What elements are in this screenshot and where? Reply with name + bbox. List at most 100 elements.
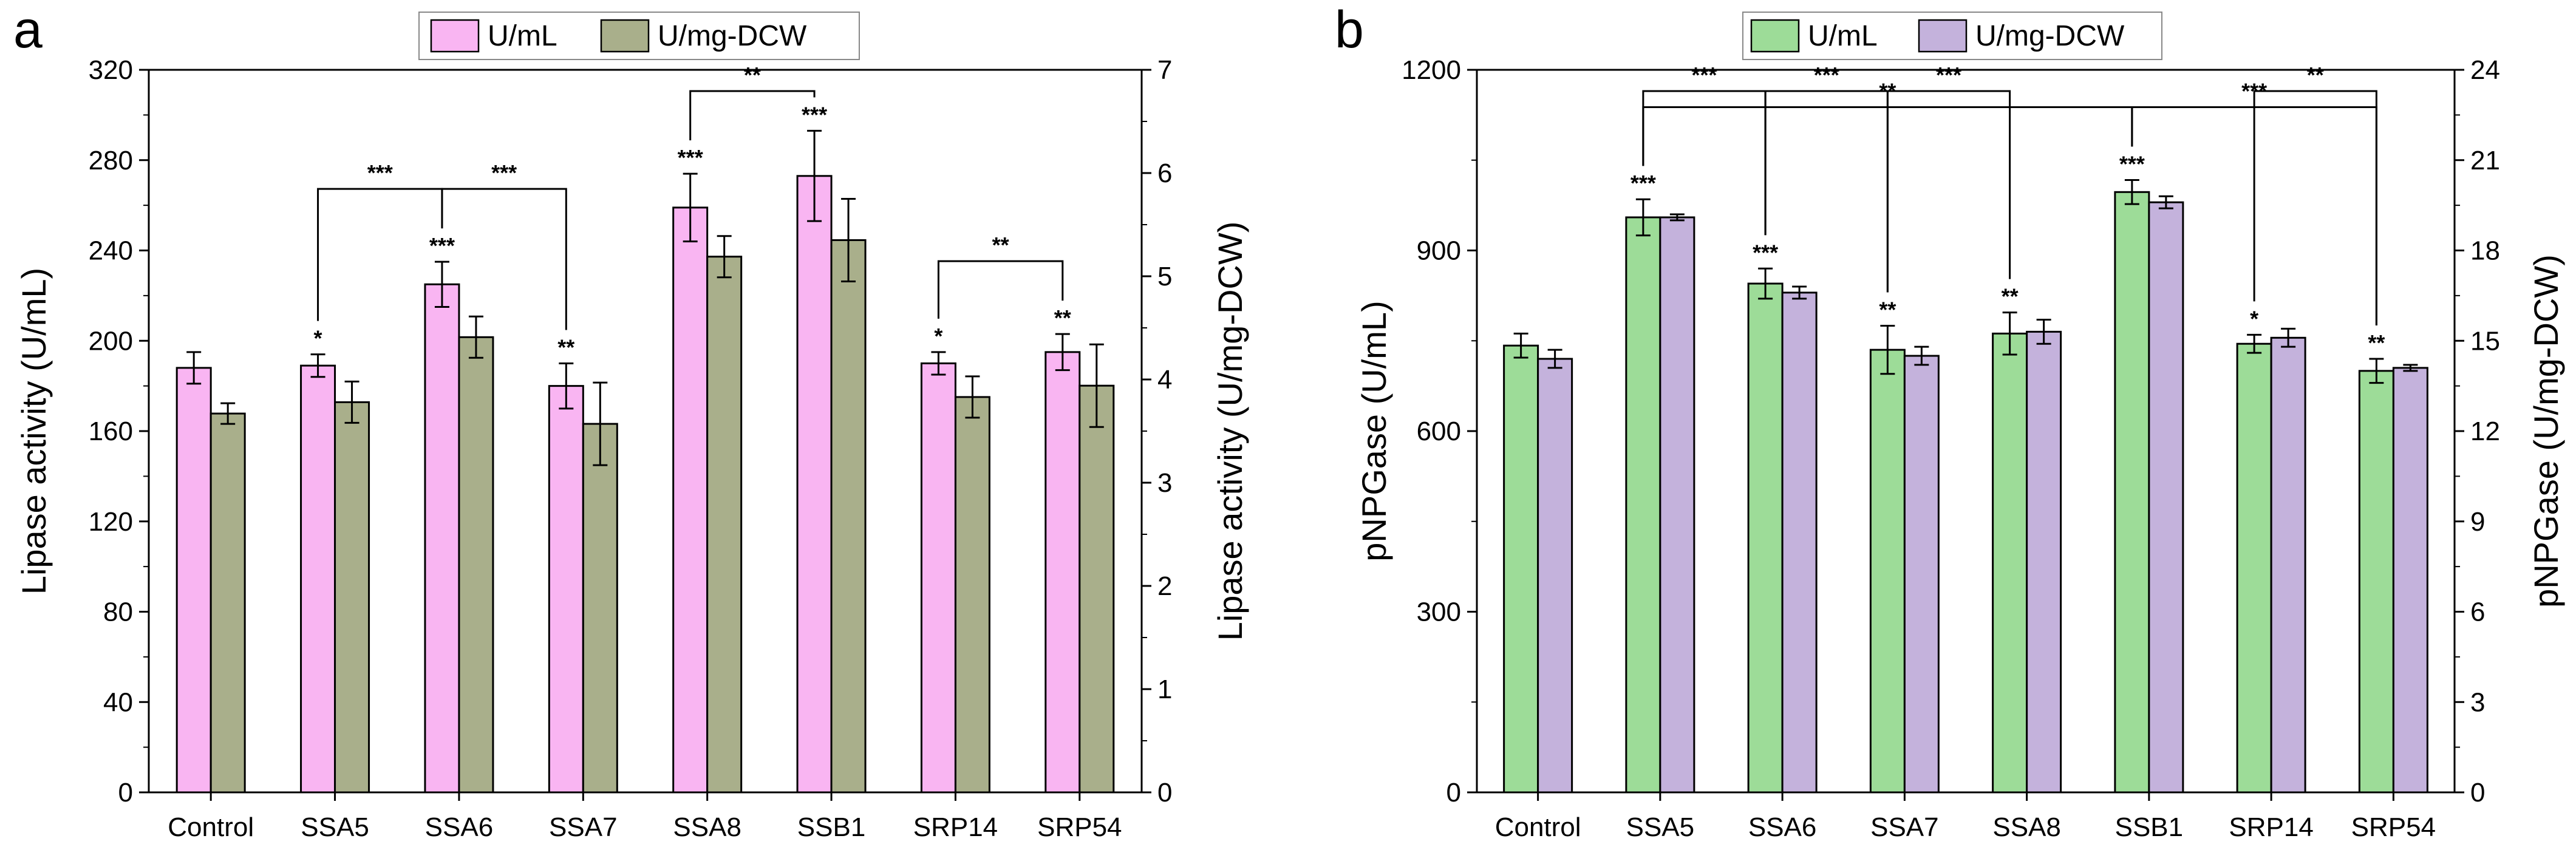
a-bar-u-ml-control	[175, 367, 212, 794]
b-bar-u-mg-dcw-ssa7	[1903, 355, 1940, 794]
a-ytick-label: 240	[89, 236, 133, 266]
panel-a-legend-label-u-ml: U/mL	[488, 20, 557, 52]
panel-b-y2-axis-label: pNPGase (U/mg-DCW)	[2527, 254, 2565, 608]
a-sig-ssb1: ***	[802, 102, 827, 127]
b-y2tick-label: 24	[2470, 55, 2500, 85]
b-bar-u-ml-srp14	[2236, 342, 2272, 794]
b-category-ssb1: SSB1	[2115, 812, 2184, 842]
a-bar-u-mg-dcw-ssb1	[830, 239, 867, 794]
b-bracket-label-ssa6-ssa7: ***	[1814, 63, 1839, 87]
a-bar-u-ml-ssa5	[300, 364, 336, 794]
panel-a-left-axis: 0 40 80 120 160 200 240 280 320	[89, 55, 149, 808]
b-bar-u-ml-ssa8	[1992, 332, 2028, 794]
a-bracket-ssa5-ssa6	[317, 188, 443, 321]
a-bar-u-mg-dcw-srp14	[954, 396, 990, 794]
a-bar-u-ml-srp54	[1044, 351, 1081, 794]
a-y2tick-label: 6	[1157, 158, 1172, 188]
panel-b-y-axis-label: pNPGase (U/mL)	[1355, 301, 1393, 561]
a-category-ssa5: SSA5	[301, 812, 369, 842]
b-bar-u-mg-dcw-ssa6	[1781, 291, 1818, 794]
a-ytick-label: 320	[89, 55, 133, 85]
a-sig-ssa7: **	[557, 335, 574, 359]
a-category-srp14: SRP14	[913, 812, 998, 842]
a-bar-u-ml-ssa7	[548, 385, 584, 794]
a-bar-u-ml-ssb1	[796, 175, 833, 794]
b-sig-ssa5: ***	[1630, 171, 1656, 196]
a-y2tick-label: 3	[1157, 468, 1172, 498]
b-bracket-ssa5-ssa6	[1642, 90, 1767, 236]
a-ytick-label: 40	[103, 687, 133, 717]
a-bar-u-ml-ssa6	[424, 283, 460, 794]
b-y2tick-label: 15	[2470, 326, 2500, 356]
b-sig-srp54: **	[2368, 330, 2385, 355]
a-sig-srp54: **	[1054, 305, 1071, 330]
b-y2tick-label: 21	[2470, 146, 2500, 175]
a-ytick-label: 120	[89, 507, 133, 537]
b-category-srp14: SRP14	[2229, 812, 2313, 842]
b-sig-ssb1: ***	[2119, 151, 2145, 176]
a-sig-ssa5: *	[314, 326, 322, 351]
panel-b-categories: Control SSA5 SSA6 SSA7 SSA8 SSB1 SRP14 SRP54	[1495, 792, 2436, 842]
panel-b-brackets: ** ****** *** *** **	[1642, 63, 2377, 325]
a-bracket-label-srp14-srp54: **	[992, 233, 1009, 257]
b-bar-u-mg-dcw-ssa5	[1659, 216, 1695, 794]
a-category-control: Control	[168, 812, 254, 842]
b-bar-u-ml-ssa7	[1869, 349, 1906, 794]
b-bracket-srp14-srp54	[2253, 90, 2377, 325]
a-bar-u-mg-dcw-ssa6	[458, 336, 494, 794]
a-ytick-label: 280	[89, 146, 133, 175]
panel-a-right-axis: 0 1 2 3 4 5 6 7	[1142, 55, 1172, 808]
a-y2tick-label: 2	[1157, 571, 1172, 601]
panel-a-y-axis-label: Lipase activity (U/mL)	[15, 268, 53, 594]
panel-a-bars: ***************	[175, 102, 1115, 794]
b-ytick-label: 1200	[1402, 55, 1461, 85]
b-bar-u-ml-ssb1	[2114, 191, 2150, 794]
a-bracket-label-ssa5-ssa6: ***	[367, 160, 393, 185]
a-bar-u-mg-dcw-control	[210, 412, 246, 794]
b-category-control: Control	[1495, 812, 1581, 842]
a-category-ssa7: SSA7	[549, 812, 618, 842]
a-category-srp54: SRP54	[1037, 812, 1122, 842]
a-bracket-ssa6-ssa7	[441, 188, 567, 330]
b-sig-srp14: *	[2250, 306, 2258, 331]
b-y2tick-label: 0	[2470, 778, 2485, 808]
a-category-ssa8: SSA8	[673, 812, 741, 842]
b-bracket-label-ssa5-ssa6: ***	[1691, 63, 1717, 87]
a-category-ssa6: SSA6	[425, 812, 494, 842]
b-bar-u-ml-control	[1503, 344, 1539, 794]
b-bracket-ssa7-ssa8	[1886, 90, 2011, 293]
b-bar-u-mg-dcw-srp14	[2270, 336, 2306, 794]
panel-b-label: b	[1335, 1, 1364, 59]
b-category-ssa5: SSA5	[1626, 812, 1695, 842]
panel-a-legend-swatch-u-ml	[430, 19, 480, 53]
panel-a-y2-axis-label: Lipase activity (U/mg-DCW)	[1211, 222, 1249, 641]
b-bracket-label-srp14-srp54: **	[2307, 63, 2324, 87]
a-bracket-srp14-srp54	[937, 260, 1064, 319]
a-bar-u-mg-dcw-srp54	[1078, 384, 1115, 794]
a-ytick-label: 200	[89, 326, 133, 356]
b-ytick-label: 600	[1417, 417, 1461, 446]
panel-b-legend-label-u-mg-dcw: U/mg-DCW	[1975, 20, 2125, 52]
panel-a-legend: U/mL U/mg-DCW	[418, 12, 860, 60]
a-ytick-label: 160	[89, 417, 133, 446]
b-ytick-label: 300	[1417, 597, 1461, 627]
a-bar-u-ml-ssa8	[672, 206, 709, 794]
a-bar-u-mg-dcw-ssa5	[334, 401, 370, 794]
b-sig-ssa6: ***	[1753, 240, 1778, 265]
b-bar-u-ml-srp54	[2358, 370, 2394, 794]
a-category-ssb1: SSB1	[797, 812, 866, 842]
b-bracket-ssa6-ssa7	[1764, 90, 1889, 293]
a-y2tick-label: 7	[1157, 55, 1172, 85]
a-y2tick-label: 4	[1157, 365, 1172, 395]
b-category-ssa8: SSA8	[1992, 812, 2061, 842]
a-bracket-ssa8-ssb1	[689, 90, 816, 141]
panel-b-legend-swatch-u-ml	[1750, 19, 1800, 53]
panel-a-categories: Control SSA5 SSA6 SSA7 SSA8 SSB1 SRP14 SRP54	[168, 792, 1122, 842]
b-y2tick-label: 12	[2470, 417, 2500, 446]
b-category-srp54: SRP54	[2351, 812, 2436, 842]
a-y2tick-label: 1	[1157, 675, 1172, 704]
panel-b-right-axis: 0 3 6 9 12 15 18 21 24	[2455, 55, 2500, 808]
panel-a-label: a	[13, 1, 43, 59]
